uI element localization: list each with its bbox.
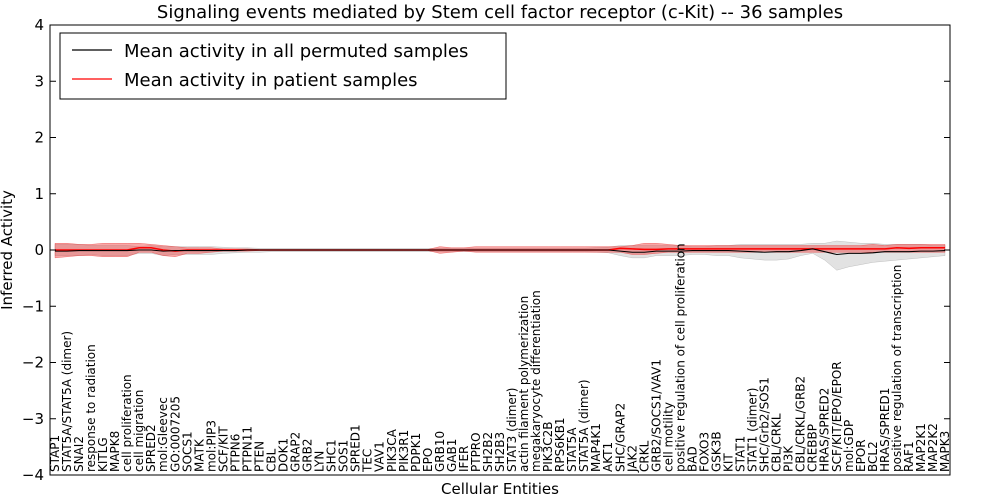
x-tick-label: mol:PIP3 — [204, 420, 218, 472]
x-tick-label: mol:Gleevec — [156, 397, 170, 472]
x-tick-label: PIK3C2B — [541, 421, 555, 472]
x-tick-label: HRAS/SPRED1 — [878, 388, 892, 472]
y-tick-label: −2 — [22, 354, 44, 372]
x-tick-label: GRB10 — [433, 431, 447, 472]
x-tick-label: positive regulation of cell proliferatio… — [673, 243, 687, 472]
x-tick-label: CBL/CRKL — [770, 413, 784, 472]
x-tick-label: KITLG — [96, 437, 110, 472]
x-tick-label: STAT5A — [565, 427, 579, 472]
x-tick-label: GAB1 — [445, 439, 459, 472]
y-axis-label: Inferred Activity — [0, 190, 16, 310]
x-tick-label: SCF/KIT — [216, 426, 230, 472]
x-tick-label: MATK — [192, 438, 206, 472]
x-tick-label: GRAP2 — [289, 432, 303, 472]
x-tick-label: GRB2 — [301, 438, 315, 472]
x-tick-label: PTEN — [252, 441, 266, 472]
x-tick-label: BAD — [685, 446, 699, 472]
x-tick-label: cell migration — [132, 390, 146, 472]
x-tick-label: HRAS/SPRED2 — [818, 388, 832, 472]
x-tick-label: PDPK1 — [409, 433, 423, 472]
y-tick-label: 3 — [34, 72, 44, 90]
x-tick-label: BCL2 — [866, 441, 880, 472]
y-tick-label: 1 — [34, 185, 44, 203]
x-tick-label: JAK2 — [625, 445, 639, 473]
x-tick-label: positive regulation of transcription — [890, 265, 904, 472]
legend-label-permuted: Mean activity in all permuted samples — [124, 41, 468, 62]
x-tick-label: SPRED2 — [144, 424, 158, 472]
x-tick-label: SOCS1 — [180, 431, 194, 472]
x-tick-label: megakaryocyte differentiation — [529, 290, 543, 472]
x-tick-label: SOS1 — [337, 440, 351, 472]
x-tick-label: PIK3CA — [385, 428, 399, 472]
x-tick-label: GO:0007205 — [168, 396, 182, 472]
x-tick-label: SH2B2 — [481, 432, 495, 472]
y-tick-label: −3 — [22, 410, 44, 428]
x-tick-label: PTPRO — [469, 432, 483, 472]
x-tick-label: RAF1 — [902, 441, 916, 472]
x-tick-label: LYN — [313, 451, 327, 472]
x-tick-label: SHC1 — [325, 439, 339, 472]
x-tick-label: SH2B3 — [493, 432, 507, 472]
axis-ticks: −4 −3 −2 −1 0 1 2 3 4 — [22, 16, 950, 484]
x-tick-label: EPO — [421, 448, 435, 472]
x-tick-label: KIT — [722, 453, 736, 472]
x-tick-label: MAPK3 — [938, 431, 952, 472]
x-tick-label: MAP4K1 — [589, 423, 603, 472]
x-tick-label: SNAI2 — [72, 436, 86, 472]
x-tick-label: RPS6KB1 — [553, 417, 567, 472]
y-tick-label: −1 — [22, 297, 44, 315]
x-tick-label: MAPK8 — [108, 431, 122, 472]
y-tick-label: 2 — [34, 129, 44, 147]
line-permuted — [55, 248, 946, 256]
x-tick-label: CRKL — [637, 440, 651, 472]
x-tick-label: GRB2/SOCS1/VAV1 — [649, 359, 663, 472]
x-tick-label: cell motility — [661, 402, 675, 472]
series-lines — [55, 246, 946, 256]
x-tick-label: IFER — [457, 446, 471, 472]
x-tick-label: TEC — [361, 449, 375, 473]
x-tick-label: SHC/GRAP2 — [613, 403, 627, 472]
x-tick-label: PIK3R1 — [397, 430, 411, 472]
x-tick-label: GSK3B — [709, 431, 723, 472]
legend-box — [59, 32, 507, 100]
legend: Mean activity in all permuted samples Me… — [59, 32, 507, 100]
x-tick-label: STAT5A (dimer) — [577, 379, 591, 472]
x-tick-label: STAT5A/STAT5A (dimer) — [60, 331, 74, 472]
x-tick-label: STAT1 (dimer) — [746, 388, 760, 472]
x-tick-label: MAP2K1 — [914, 423, 928, 472]
x-tick-label: STAT3 (dimer) — [505, 388, 519, 472]
x-tick-label: PTPN6 — [228, 434, 242, 472]
y-tick-label: 4 — [34, 16, 44, 34]
x-tick-label: SCF/KIT/EPO/EPOR — [830, 361, 844, 472]
x-tick-label: response to radiation — [84, 344, 98, 472]
x-tick-label: MAP2K2 — [926, 423, 940, 472]
x-tick-label: EPOR — [854, 439, 868, 472]
x-tick-label: VAV1 — [373, 441, 387, 472]
x-axis-label: Cellular Entities — [441, 480, 559, 498]
x-tick-label: STAP1 — [48, 435, 62, 472]
y-tick-label: −4 — [22, 466, 44, 484]
x-tick-label: FOXO3 — [697, 432, 711, 472]
y-tick-label: 0 — [34, 241, 44, 259]
plot-frame — [49, 24, 951, 476]
x-tick-label: actin filament polymerization — [517, 296, 531, 472]
x-tick-label: DOK1 — [277, 438, 291, 472]
x-tick-label: SPRED1 — [349, 424, 363, 472]
chart-title: Signaling events mediated by Stem cell f… — [157, 2, 843, 23]
x-tick-label: PI3K — [782, 445, 796, 472]
x-tick-label: CBL — [264, 448, 278, 472]
x-tick-label: PTPN11 — [240, 426, 254, 472]
x-tick-label: cell proliferation — [120, 374, 134, 472]
legend-label-patient: Mean activity in patient samples — [124, 70, 418, 91]
x-tick-label: mol:GDP — [842, 420, 856, 472]
x-tick-label: STAT1 — [734, 436, 748, 472]
x-tick-label: CBL/CRKL/GRB2 — [794, 376, 808, 472]
x-tick-label: AKT1 — [601, 442, 615, 472]
x-tick-label: CREBBP — [806, 424, 820, 472]
x-tick-label: SHC/Grb2/SOS1 — [758, 377, 772, 472]
